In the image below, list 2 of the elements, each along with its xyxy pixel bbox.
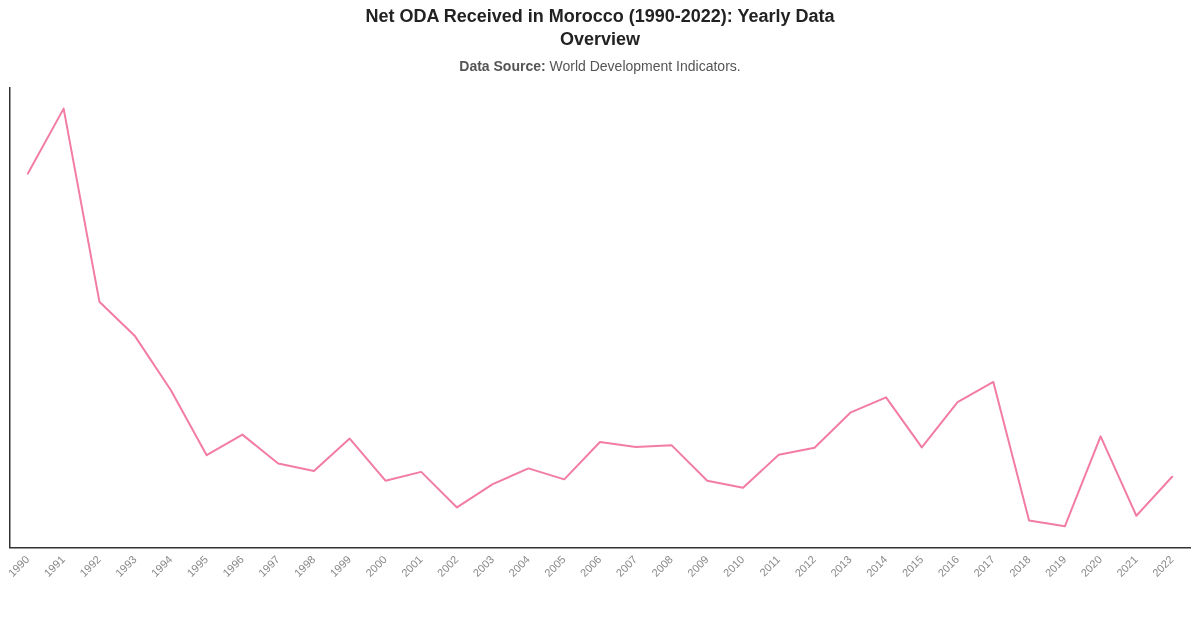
chart-title: Net ODA Received in Morocco (1990-2022): Yearly Data Overview	[364, 5, 836, 51]
chart-subtitle: Data Source: World Development Indicators.	[459, 58, 741, 74]
